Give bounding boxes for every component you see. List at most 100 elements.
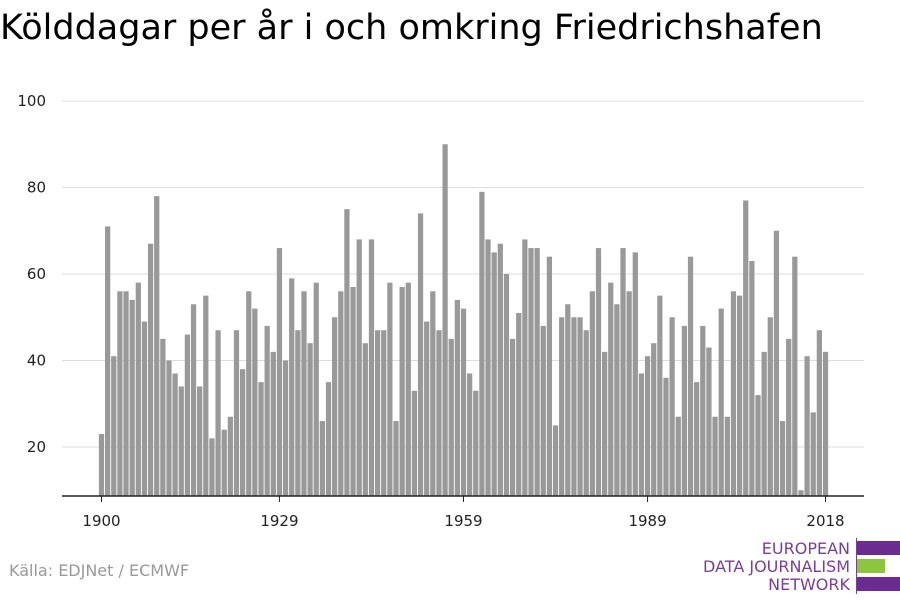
bar-1905: [129, 299, 135, 496]
y-tick-label: 40: [27, 352, 46, 370]
bar-1908: [147, 243, 154, 496]
bar-1942: [356, 239, 362, 496]
bar-1952: [417, 213, 424, 496]
source-note: Källa: EDJNet / ECMWF: [9, 561, 190, 580]
x-tick-label: 1929: [260, 512, 298, 530]
bar-1902: [111, 356, 117, 496]
bar-1933: [301, 291, 307, 496]
logo-text-european: EUROPEAN: [761, 539, 850, 558]
bar-1992: [663, 377, 669, 496]
y-tick-label: 100: [17, 92, 46, 110]
bar-1910: [160, 338, 166, 497]
bar-1937: [325, 382, 332, 497]
bar-1973: [546, 256, 553, 496]
x-tick-label: 1900: [82, 512, 120, 530]
bar-1951: [411, 390, 418, 496]
logo-text-network: NETWORK: [768, 575, 850, 594]
x-tick-label: 2018: [806, 512, 844, 530]
bar-1974: [552, 425, 559, 497]
logo-divider: [856, 538, 857, 594]
bar-1909: [154, 196, 160, 496]
bar-1979: [583, 330, 589, 496]
bar-1945: [374, 330, 381, 496]
bar-1995: [681, 325, 687, 496]
bar-2009: [767, 317, 773, 496]
bar-1955: [436, 330, 442, 496]
bar-1923: [240, 369, 246, 496]
bar-1986: [626, 291, 632, 496]
bar-1962: [479, 191, 485, 496]
bar-1982: [602, 351, 608, 496]
bar-2008: [761, 351, 767, 496]
x-tick-label: 1989: [628, 512, 666, 530]
logo-bar-purple-bottom: [857, 577, 900, 591]
bar-2011: [779, 421, 786, 496]
bar-1967: [509, 338, 516, 497]
bar-1976: [565, 304, 571, 496]
bar-2004: [736, 295, 743, 497]
bar-1987: [632, 252, 638, 497]
bar-1934: [307, 343, 313, 496]
bar-1956: [442, 144, 448, 496]
logo-bar-purple-top: [857, 541, 900, 555]
bar-1928: [270, 351, 276, 496]
bar-2014: [798, 490, 804, 496]
bar-1999: [706, 347, 712, 496]
bar-1912: [172, 373, 178, 496]
bar-1935: [313, 282, 319, 496]
bar-1993: [669, 317, 675, 496]
y-tick-label: 80: [27, 179, 46, 197]
bar-1975: [559, 317, 565, 496]
bar-1960: [467, 373, 473, 496]
bar-1921: [227, 416, 233, 496]
logo-bar-green: [857, 559, 885, 573]
bar-1984: [614, 304, 620, 496]
chart-title: Kölddagar per år i och omkring Friedrich…: [0, 8, 823, 48]
bar-2018: [822, 351, 829, 496]
bar-1949: [399, 286, 405, 496]
bar-1925: [252, 308, 258, 496]
bar-1961: [473, 390, 479, 496]
bar-1965: [497, 243, 503, 496]
x-tick-label: 1959: [444, 512, 482, 530]
y-tick-label: 60: [27, 265, 46, 283]
bar-1972: [540, 325, 546, 496]
bar-1957: [448, 338, 454, 497]
bar-1948: [393, 421, 399, 496]
bar-1990: [651, 343, 657, 496]
bar-1991: [657, 295, 663, 497]
edjnet-logo[interactable]: EUROPEAN DATA JOURNALISM NETWORK: [700, 538, 900, 594]
x-axis: 1900 1929 1959 1989 2018: [62, 495, 864, 530]
bar-2003: [730, 291, 737, 496]
bar-1940: [344, 209, 350, 497]
bar-1913: [178, 386, 184, 496]
y-tick-label: 20: [27, 438, 46, 456]
bar-1988: [638, 373, 645, 496]
bar-1981: [595, 248, 602, 496]
bar-2006: [749, 261, 755, 496]
bar-1978: [577, 317, 583, 496]
bar-2001: [718, 308, 724, 496]
bar-1966: [503, 274, 510, 496]
bar-1903: [117, 291, 123, 496]
bar-1994: [675, 416, 681, 496]
bar-1922: [233, 330, 240, 496]
bar-2005: [743, 200, 749, 496]
bar-2007: [755, 395, 761, 496]
bar-1924: [246, 291, 252, 496]
bar-1901: [105, 226, 111, 496]
bar-2017: [816, 330, 822, 496]
bar-1970: [528, 248, 534, 496]
bar-1968: [516, 312, 522, 496]
bar-2013: [792, 256, 798, 496]
bar-1939: [338, 291, 344, 496]
bar-1969: [522, 239, 528, 496]
bar-1954: [430, 291, 436, 496]
bar-1963: [485, 239, 491, 496]
bar-1998: [700, 325, 706, 496]
bar-1971: [534, 248, 540, 496]
bar-1915: [190, 304, 197, 496]
bar-1958: [454, 299, 460, 496]
bar-2015: [804, 356, 810, 496]
bar-1907: [141, 321, 148, 496]
